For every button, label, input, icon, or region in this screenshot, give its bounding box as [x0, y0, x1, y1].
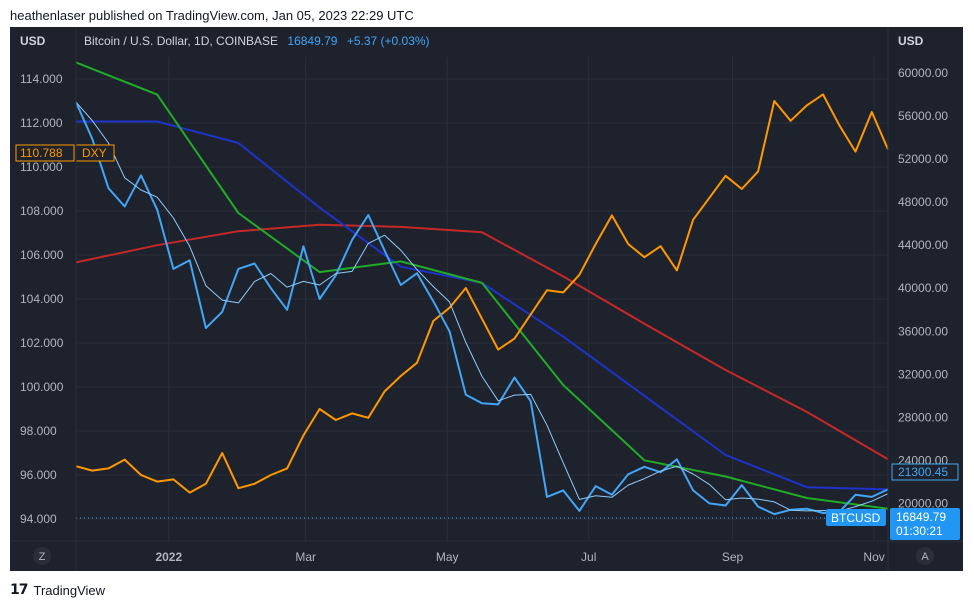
right-tick-label: 20000.00	[898, 496, 948, 510]
symbol-title[interactable]: Bitcoin / U.S. Dollar, 1D, COINBASE 1684…	[84, 34, 430, 48]
right-tick-label: 36000.00	[898, 324, 948, 338]
right-tick-label: 40000.00	[898, 281, 948, 295]
symbol-name: Bitcoin / U.S. Dollar, 1D, COINBASE	[84, 34, 278, 48]
time-tick-label: 2022	[155, 550, 182, 564]
a-button-bg	[916, 547, 934, 565]
left-axis-unit: USD	[20, 34, 46, 48]
time-tick-label: Sep	[722, 550, 744, 564]
z-button-label: Z	[39, 551, 46, 563]
time-tick-label: May	[436, 550, 459, 564]
chart-canvas[interactable]: 94.000 96.000 98.000 100.000 102.000 104.000 1…	[10, 27, 963, 571]
btc-price-badge[interactable]: 16849.79 01:30:21	[890, 508, 960, 540]
dxy-value: 110.788	[20, 146, 63, 160]
time-axis[interactable]: 2022 Mar May Jul Sep Nov	[155, 550, 884, 564]
chart-grid	[76, 57, 888, 541]
right-tick-label: 28000.00	[898, 410, 948, 424]
left-tick-label: 110.000	[20, 160, 63, 174]
left-tick-label: 98.000	[20, 424, 57, 438]
right-tick-label: 60000.00	[898, 66, 948, 80]
last-price-value: 16849.79	[287, 34, 337, 48]
left-tick-label: 102.000	[20, 336, 64, 350]
left-tick-label: 108.000	[20, 204, 64, 218]
publisher-line: heathenlaser published on TradingView.co…	[10, 8, 414, 23]
auto-scale-z-button[interactable]: Z	[33, 547, 51, 565]
dxy-line	[75, 93, 889, 494]
right-tick-label: 48000.00	[898, 195, 948, 209]
tradingview-logo-icon: 17	[10, 582, 29, 598]
btcusd-line	[75, 101, 889, 516]
right-tick-label: 32000.00	[898, 367, 948, 381]
btc-label-box	[826, 509, 886, 526]
btc-countdown: 01:30:21	[896, 524, 943, 538]
time-tick-label: Jul	[581, 550, 596, 564]
left-tick-label: 104.000	[20, 292, 64, 306]
btc-label: BTCUSD	[831, 511, 881, 525]
btc-price-value: 16849.79	[896, 510, 946, 524]
dxy-badge[interactable]: 110.788 DXY	[15, 144, 115, 162]
a-button-label: A	[921, 551, 929, 563]
time-tick-label: Mar	[295, 550, 316, 564]
tradingview-brand[interactable]: 17 TradingView	[10, 580, 105, 600]
price-change-value: +5.37 (+0.03%)	[347, 34, 430, 48]
tradingview-name: TradingView	[33, 582, 106, 598]
right-tick-label: 44000.00	[898, 238, 948, 252]
left-tick-label: 114.000	[20, 72, 63, 86]
left-tick-label: 106.000	[20, 248, 64, 262]
right-tick-label: 56000.00	[898, 109, 948, 123]
btc-label-badge[interactable]: BTCUSD	[826, 509, 886, 526]
left-axis[interactable]: 94.000 96.000 98.000 100.000 102.000 104.000 1…	[20, 72, 64, 526]
dxy-label: DXY	[82, 146, 107, 160]
left-tick-label: 96.000	[20, 468, 57, 482]
left-tick-label: 100.000	[20, 380, 64, 394]
right-axis-unit: USD	[898, 34, 924, 48]
auto-scale-a-button[interactable]: A	[916, 547, 934, 565]
series-layer	[75, 61, 889, 516]
dxy-value-box	[15, 144, 75, 162]
chart-panel[interactable]: 94.000 96.000 98.000 100.000 102.000 104.000 1…	[10, 27, 963, 571]
left-tick-label: 94.000	[20, 512, 57, 526]
z-button-bg	[33, 547, 51, 565]
time-tick-label: Nov	[863, 550, 884, 564]
btc-price-box	[890, 508, 960, 540]
right-tick-label: 52000.00	[898, 152, 948, 166]
left-tick-label: 112.000	[20, 116, 63, 130]
red-ma-line	[75, 223, 889, 461]
ma-value-badge[interactable]: 21300.45	[891, 463, 959, 481]
green-ma-line	[75, 61, 889, 510]
ma-value: 21300.45	[898, 465, 948, 479]
btcusd-short-ma-line	[75, 101, 889, 512]
ma-value-box	[891, 463, 959, 481]
